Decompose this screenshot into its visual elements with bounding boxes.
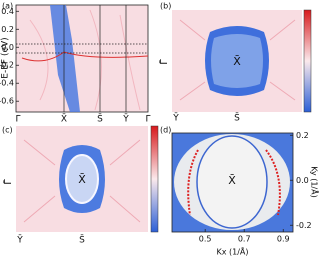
panel-label: (b): [160, 2, 171, 11]
annotation: X̄: [233, 55, 241, 68]
annotation: X̄: [78, 173, 86, 186]
x-tick-label: 0.9: [277, 235, 290, 244]
x-tick-label: Ȳ: [122, 114, 129, 125]
y-axis-label: E-EF (eV): [1, 37, 11, 78]
panel-b-image: [172, 9, 312, 113]
annotation: Γ̄: [3, 179, 14, 185]
annotation: Ȳ: [16, 235, 23, 246]
y-tick-label: 0.0: [296, 176, 309, 185]
x-tick-label: 0.5: [199, 235, 212, 244]
panel-label: (a): [2, 2, 13, 11]
annotation: S̄: [79, 234, 85, 246]
y-axis-label: Ky (1/Å): [310, 166, 321, 197]
y-tick-label: 0.2: [296, 131, 309, 140]
y-tick-label: 0.4: [1, 7, 14, 16]
x-tick-label: 0.7: [238, 235, 251, 244]
y-tick-label: -0.6: [0, 97, 14, 106]
y-tick-label: 0.2: [1, 25, 14, 34]
x-tick-label: Γ̄: [15, 115, 20, 125]
x-tick-label: Γ̄: [145, 115, 150, 125]
annotation: Ȳ: [172, 113, 179, 124]
annotation: X̄: [228, 174, 236, 187]
panel-label: (d): [160, 126, 171, 135]
annotation: Γ̄: [159, 59, 170, 65]
y-tick-label: -0.2: [0, 61, 14, 70]
x-axis-label: Kx (1/Å): [216, 246, 248, 257]
x-tick-label: S̄: [97, 113, 103, 125]
panel-a-image: [15, 4, 149, 113]
panel-label: (c): [2, 126, 13, 135]
x-tick-label: X̄: [61, 113, 67, 125]
panel-d-image: [171, 132, 294, 233]
panel-c-image: [16, 125, 159, 233]
y-tick-label: 0.0: [1, 43, 14, 52]
annotation: S̄: [234, 112, 240, 124]
y-tick-label: -0.2: [296, 221, 312, 230]
y-tick-label: -0.4: [0, 79, 14, 88]
